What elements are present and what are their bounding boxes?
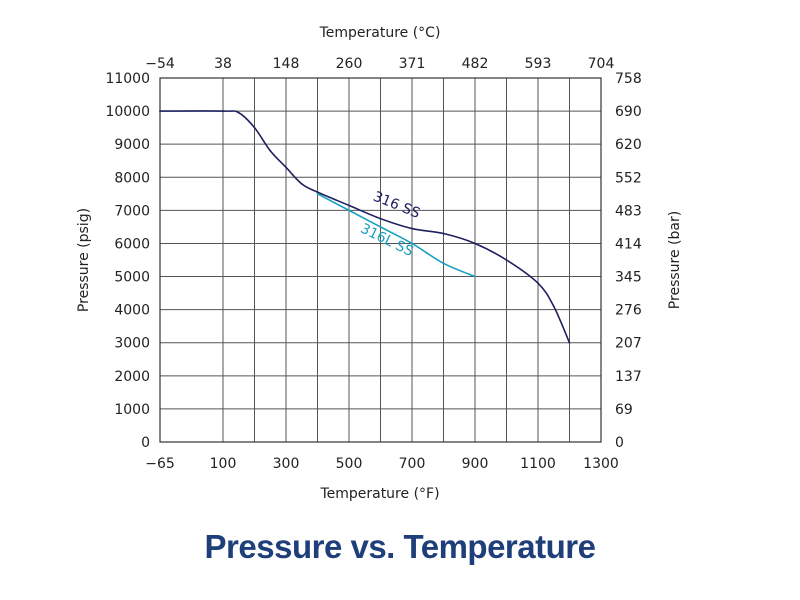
- y2-tick-label: 690: [615, 104, 642, 120]
- y2-tick-label: 0: [615, 435, 624, 451]
- series-line-316lss: [317, 193, 476, 278]
- x-tick-label: 500: [336, 456, 363, 472]
- y2-tick-label: 345: [615, 270, 642, 286]
- data-point: [474, 275, 476, 278]
- y-tick-label: 8000: [114, 170, 150, 186]
- y-tick-label: 5000: [114, 270, 150, 286]
- tick-labels-layer: −65 100 300 500 700 900 1100 1300 −54 38 148 260 371…: [105, 56, 641, 472]
- x2-tick-label: 704: [588, 56, 615, 72]
- data-point: [222, 110, 224, 112]
- data-point: [348, 209, 350, 212]
- x2-tick-label: 148: [273, 56, 300, 72]
- data-point: [300, 182, 303, 185]
- x2-tick-label: −54: [145, 56, 175, 72]
- y-tick-label: 11000: [105, 71, 150, 87]
- y2-axis-title: Pressure (bar): [667, 211, 683, 309]
- x-tick-label: −65: [145, 456, 175, 472]
- y2-tick-label: 758: [615, 71, 642, 87]
- y-tick-label: 7000: [114, 203, 150, 219]
- x-tick-label: 300: [273, 456, 300, 472]
- data-point: [505, 259, 508, 261]
- data-point: [411, 227, 413, 230]
- data-point: [348, 204, 350, 207]
- y-tick-label: 0: [141, 435, 150, 451]
- data-point: [237, 111, 240, 114]
- data-point: [442, 232, 445, 235]
- data-point: [379, 226, 382, 228]
- x-tick-label: 100: [210, 456, 237, 472]
- data-point: [285, 166, 287, 169]
- series-label: 316 SS: [371, 189, 422, 222]
- y-tick-label: 10000: [105, 104, 150, 120]
- data-point: [568, 341, 571, 344]
- y-tick-label: 3000: [114, 336, 150, 352]
- data-point: [537, 282, 539, 285]
- x2-tick-label: 260: [336, 56, 363, 72]
- y2-tick-label: 414: [615, 236, 642, 252]
- data-point: [442, 262, 445, 265]
- x-tick-label: 900: [462, 456, 489, 472]
- y-tick-label: 4000: [114, 303, 150, 319]
- y2-tick-label: 620: [615, 137, 642, 153]
- y2-tick-label: 483: [615, 203, 642, 219]
- y2-tick-label: 552: [615, 170, 642, 186]
- page-title: Pressure vs. Temperature: [204, 528, 596, 565]
- y-tick-label: 6000: [114, 236, 150, 252]
- y-tick-label: 2000: [114, 369, 150, 385]
- data-point: [269, 149, 272, 152]
- x2-tick-label: 38: [214, 56, 232, 72]
- y-tick-label: 1000: [114, 402, 150, 418]
- y2-tick-label: 69: [615, 402, 633, 418]
- data-point: [474, 242, 476, 245]
- data-point: [316, 191, 319, 194]
- x2-axis-title: Temperature (°C): [319, 25, 441, 41]
- y-axis-title: Pressure (psig): [76, 208, 92, 312]
- y2-tick-label: 276: [615, 303, 642, 319]
- x2-tick-label: 482: [462, 56, 489, 72]
- data-point: [379, 217, 382, 220]
- grid-layer: [159, 77, 602, 443]
- y2-tick-label: 137: [615, 369, 642, 385]
- x-axis-title: Temperature (°F): [319, 486, 439, 502]
- data-point: [159, 110, 161, 112]
- x-tick-label: 1100: [520, 456, 556, 472]
- data-point: [552, 305, 555, 308]
- data-point: [253, 126, 256, 129]
- plot-frame: [159, 77, 602, 443]
- y2-tick-label: 207: [615, 336, 642, 352]
- data-point: [411, 242, 413, 245]
- x2-tick-label: 371: [399, 56, 426, 72]
- y-tick-label: 9000: [114, 137, 150, 153]
- x-tick-label: 1300: [583, 456, 619, 472]
- data-point: [316, 192, 319, 195]
- x2-tick-label: 593: [525, 56, 552, 72]
- x-tick-label: 700: [399, 456, 426, 472]
